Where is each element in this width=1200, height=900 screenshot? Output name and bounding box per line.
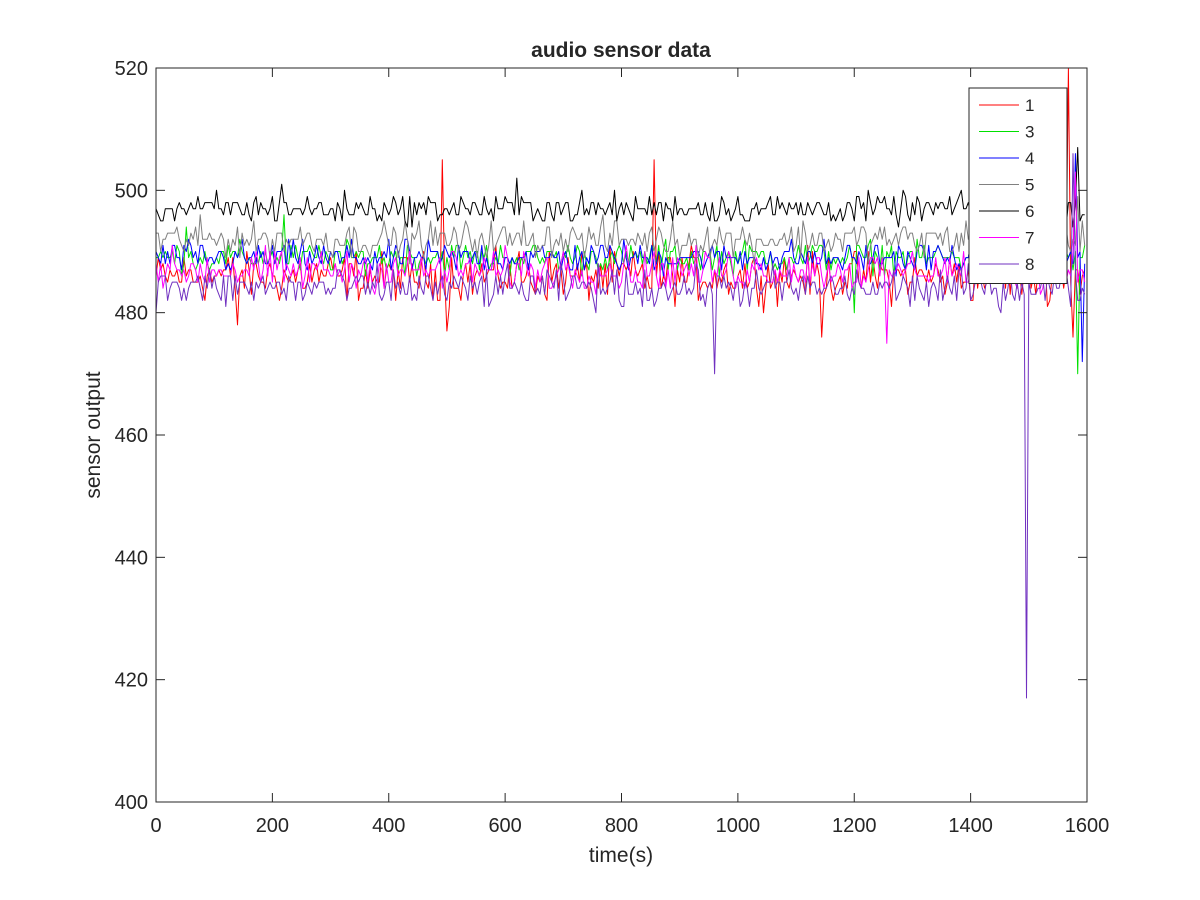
legend-label-4: 4 (1025, 149, 1034, 168)
series-line-8 (156, 153, 1086, 699)
x-tick-label: 400 (372, 815, 405, 837)
y-tick-label: 480 (115, 303, 148, 325)
x-axis: 0 200 400 600 800 1000 1200 1400 1600 (150, 68, 1109, 837)
legend-label-3: 3 (1025, 123, 1034, 142)
y-tick-label: 420 (115, 670, 148, 692)
legend: 1 3 4 5 6 7 8 (968, 87, 1068, 284)
y-axis-label: sensor output (82, 371, 105, 498)
y-tick-label: 460 (115, 425, 148, 447)
x-tick-label: 0 (150, 815, 161, 837)
x-tick-label: 800 (605, 815, 638, 837)
chart-title: audio sensor data (531, 39, 711, 62)
legend-label-6: 6 (1025, 202, 1034, 221)
x-tick-label: 1200 (832, 815, 877, 837)
y-tick-label: 440 (115, 547, 148, 569)
x-tick-label: 200 (256, 815, 289, 837)
series-line-7 (156, 171, 1086, 344)
x-tick-label: 1000 (716, 815, 761, 837)
legend-label-8: 8 (1025, 255, 1034, 274)
y-tick-label: 500 (115, 180, 148, 202)
x-tick-label: 600 (488, 815, 521, 837)
legend-label-1: 1 (1025, 96, 1034, 115)
y-tick-label: 400 (115, 792, 148, 814)
x-axis-label: time(s) (589, 844, 653, 867)
series-line-6 (156, 147, 1085, 228)
series-line-4 (156, 153, 1086, 363)
legend-label-7: 7 (1025, 229, 1034, 248)
legend-box (968, 87, 1068, 284)
x-tick-label: 1600 (1065, 815, 1110, 837)
y-tick-label: 520 (115, 58, 148, 80)
plot-area (156, 68, 1087, 802)
y-axis: 400 420 440 460 480 500 520 (115, 58, 1087, 814)
x-tick-label: 1400 (948, 815, 993, 837)
legend-label-5: 5 (1025, 176, 1034, 195)
series-layer (156, 68, 1086, 699)
series-line-5 (156, 196, 1086, 265)
